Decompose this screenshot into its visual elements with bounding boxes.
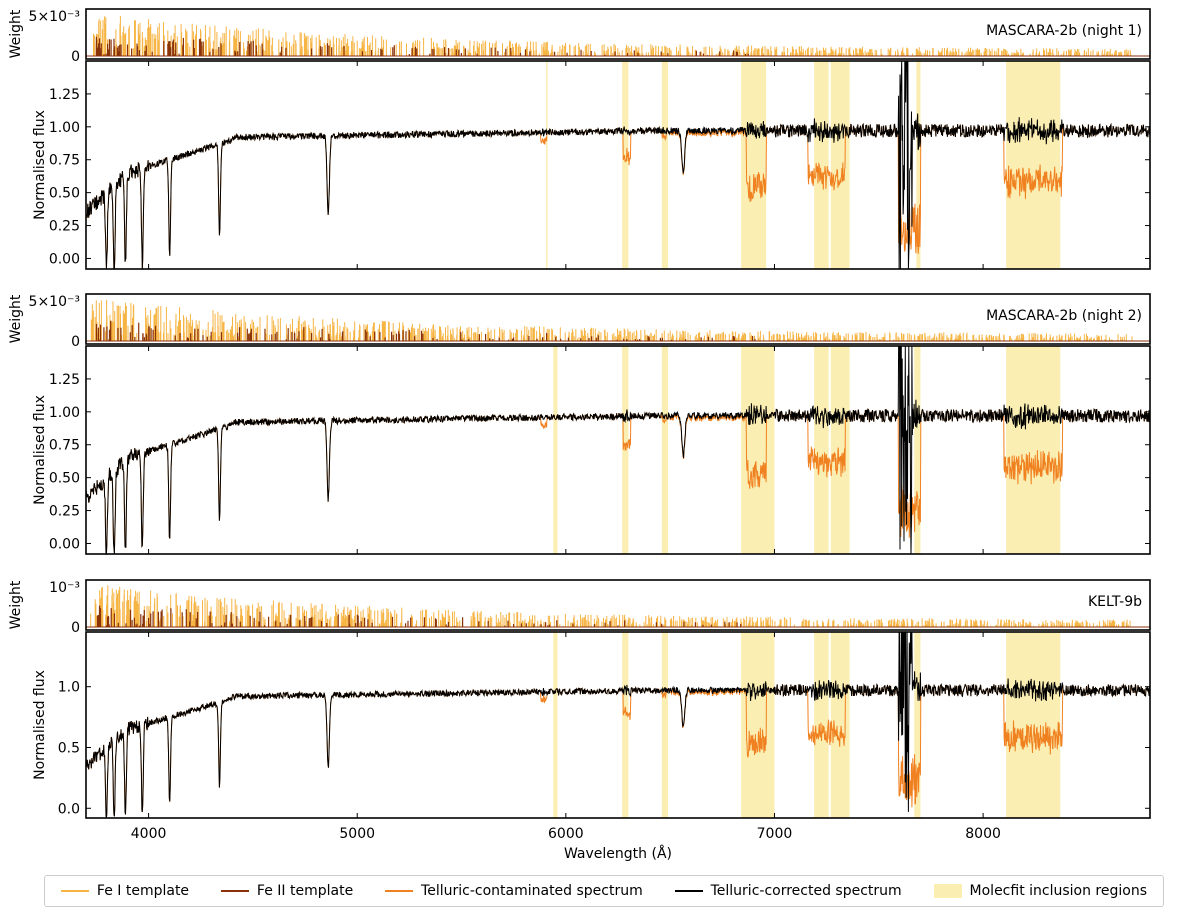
legend-swatch-fe2 [220,890,249,892]
legend-swatch-telluric-contaminated [385,890,414,892]
flux-tick-label-2-0: 0.00 [49,536,80,552]
weight-axes-frame-3 [85,579,1151,631]
molecfit-region-1-7 [916,61,921,269]
flux-tick-label-1-3: 0.75 [49,153,80,169]
weight-axes-frame-1 [85,8,1151,60]
x-tick-label-1: 5000 [339,826,375,842]
flux-tick-label-2-3: 0.75 [49,438,80,454]
molecfit-region-3-1 [553,632,558,818]
legend-item-fe2: Fe II template [220,883,354,899]
weight-ylabel-3: Weight [8,580,24,629]
molecfit-region-1-3 [661,61,669,269]
weight-axes-frame-2 [85,293,1151,345]
fe1-template-lines-3 [90,585,1131,627]
flux-axes-frame-1 [85,60,1151,270]
weight-tick-label-top-1: 5×10⁻³ [29,9,80,25]
weight-tick-label-zero-3: 0 [71,620,80,636]
flux-tick-label-1-1: 0.25 [49,219,80,235]
telluric-corrected-spectrum-3 [85,631,1151,819]
molecfit-region-1-5 [814,61,829,269]
panel-title-1: MASCARA-2b (night 1) [986,23,1142,39]
telluric-contaminated-spectrum-1 [85,122,1151,270]
molecfit-region-2-3 [661,346,669,554]
flux-tick-label-2-2: 0.50 [49,471,80,487]
molecfit-region-3-7 [914,632,921,818]
weight-tick-label-zero-1: 0 [71,49,80,65]
flux-tick-label-2-5: 1.25 [49,372,80,388]
molecfit-region-2-1 [553,346,558,554]
legend-item-fe1: Fe I template [60,883,190,899]
x-tick-label-2: 6000 [548,826,584,842]
legend-item-molecfit: Molecfit inclusion regions [933,883,1147,899]
molecfit-region-3-8 [1006,632,1061,818]
weight-ylabel-2: Weight [8,294,24,343]
flux-ylabel-2: Normalised flux [32,395,48,505]
legend-label-telluric-contaminated: Telluric-contaminated spectrum [421,883,643,899]
flux-ylabel-3: Normalised flux [32,670,48,780]
flux-axes-frame-2 [85,345,1151,555]
legend-label-telluric-corrected: Telluric-corrected spectrum [710,883,902,899]
legend-item-telluric-contaminated: Telluric-contaminated spectrum [385,883,643,899]
telluric-contaminated-spectrum-3 [85,683,1151,819]
molecfit-region-1-2 [622,61,629,269]
flux-ylabel-1: Normalised flux [32,110,48,220]
legend-swatch-molecfit [933,884,962,898]
molecfit-region-1-4 [741,61,767,269]
panel-3: 0.0 0.5 1.0 10⁻³ 0 Weight Normalised flux KELT-… [8,579,1151,819]
panel-title-2: MASCARA-2b (night 2) [986,308,1142,324]
telluric-corrected-spectrum-1 [85,60,1151,270]
molecfit-region-2-6 [830,346,850,554]
panel-2: 0.00 0.25 0.50 0.75 1.00 1.25 5×10⁻³ 0 Weight Nor… [8,293,1151,555]
x-tick-label-0: 4000 [131,826,167,842]
molecfit-region-2-7 [914,346,921,554]
molecfit-region-1-6 [830,61,850,269]
molecfit-region-3-2 [622,632,629,818]
panel-title-3: KELT-9b [1088,594,1142,610]
x-tick-label-3: 7000 [757,826,793,842]
molecfit-region-1-1 [546,61,548,269]
x-tick-label-4: 8000 [965,826,1001,842]
legend-swatch-telluric-corrected [674,890,703,892]
weight-tick-label-top-3: 10⁻³ [49,580,80,596]
legend-swatch-fe1 [60,890,89,892]
x-axis-label: Wavelength (Å) [564,845,672,862]
molecfit-region-2-5 [814,346,829,554]
telluric-contaminated-spectrum-2 [85,408,1151,555]
flux-tick-label-3-1: 0.5 [58,740,80,756]
flux-tick-label-2-1: 0.25 [49,504,80,520]
legend-label-molecfit: Molecfit inclusion regions [969,883,1147,899]
molecfit-region-1-8 [1006,61,1061,269]
flux-tick-label-1-0: 0.00 [49,251,80,267]
weight-tick-label-zero-2: 0 [71,334,80,350]
flux-tick-label-1-5: 1.25 [49,87,80,103]
weight-ylabel-1: Weight [8,9,24,58]
legend-label-fe1: Fe I template [96,883,190,899]
legend-label-fe2: Fe II template [256,883,354,899]
telluric-corrected-spectrum-2 [85,345,1151,555]
fe2-template-lines-1 [95,36,764,56]
flux-tick-label-3-2: 1.0 [58,680,80,696]
flux-axes-frame-3 [85,631,1151,819]
molecfit-region-3-6 [830,632,850,818]
legend: Fe I template Fe II template Telluric-co… [44,875,1164,907]
molecfit-region-3-3 [661,632,669,818]
weight-tick-label-top-2: 5×10⁻³ [29,294,80,310]
flux-tick-label-2-4: 1.00 [49,405,80,421]
panel-1: 0.00 0.25 0.50 0.75 1.00 1.25 5×10⁻³ 0 Weight Nor… [8,8,1151,270]
flux-tick-label-1-4: 1.00 [49,120,80,136]
legend-item-telluric-corrected: Telluric-corrected spectrum [674,883,902,899]
fe1-template-lines-2 [90,299,1133,341]
flux-tick-label-1-2: 0.50 [49,186,80,202]
flux-tick-label-3-0: 0.0 [58,801,80,817]
molecfit-region-2-8 [1006,346,1061,554]
